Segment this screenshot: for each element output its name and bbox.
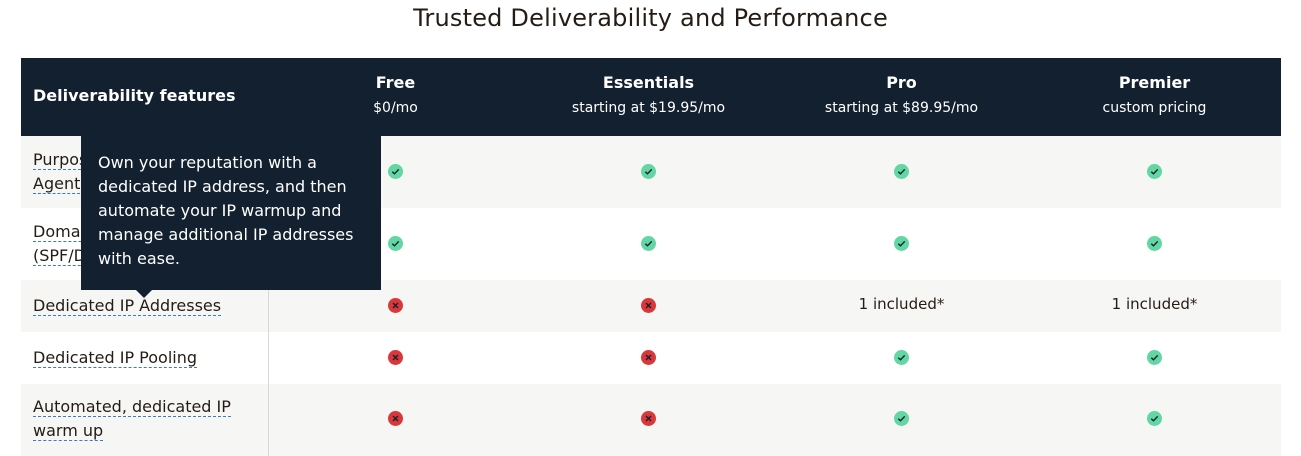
- check-circle-icon: [894, 350, 909, 365]
- check-circle-icon: [1147, 236, 1162, 251]
- check-circle-icon: [1147, 164, 1162, 179]
- cell-premier: 1 included*: [1111, 295, 1198, 313]
- cell-free: [269, 409, 522, 427]
- plan-price: starting at $89.95/mo: [824, 100, 979, 116]
- feature-label-automated-ip-warmup[interactable]: Automated, dedicated IP warm up: [33, 395, 263, 443]
- cell-essentials: [522, 162, 775, 180]
- check-circle-icon: [641, 236, 656, 251]
- plan-price: custom pricing: [1102, 100, 1207, 116]
- cell-premier: [1028, 162, 1281, 180]
- feature-label-line[interactable]: warm up: [33, 421, 104, 441]
- cell-essentials: [522, 409, 775, 427]
- column-divider: [268, 332, 269, 384]
- cell-pro: [775, 348, 1028, 366]
- table-row: Automated, dedicated IP warm up: [21, 384, 1281, 456]
- cell-free: [269, 296, 522, 314]
- check-circle-icon: [1147, 411, 1162, 426]
- cell-premier: [1028, 348, 1281, 366]
- feature-tooltip: Own your reputation with a dedicated IP …: [81, 136, 381, 290]
- feature-label-line[interactable]: Dedicated IP Pooling: [33, 348, 198, 368]
- cell-free: [269, 234, 522, 252]
- plan-header-premier: Premier custom pricing: [1028, 73, 1281, 116]
- feature-label-line[interactable]: Dedicated IP Addresses: [33, 296, 222, 316]
- cell-premier: [1028, 409, 1281, 427]
- cell-essentials: [522, 348, 775, 366]
- cell-essentials: [522, 234, 775, 252]
- x-circle-icon: [388, 298, 403, 313]
- feature-label-line[interactable]: Automated, dedicated IP: [33, 397, 231, 417]
- x-circle-icon: [388, 411, 403, 426]
- feature-column-header: Deliverability features: [33, 86, 236, 105]
- check-circle-icon: [894, 164, 909, 179]
- plan-name: Essentials: [602, 73, 695, 92]
- table-row: Dedicated IP Pooling: [21, 332, 1281, 384]
- cell-free: [269, 348, 522, 366]
- plan-price: $0/mo: [373, 100, 418, 116]
- tooltip-arrow: [136, 290, 152, 298]
- table-header: Deliverability features Free $0/mo Essen…: [21, 58, 1281, 136]
- cell-pro: [775, 162, 1028, 180]
- column-divider: [268, 384, 269, 456]
- plan-name: Free: [375, 73, 416, 92]
- check-circle-icon: [894, 411, 909, 426]
- plan-price: starting at $19.95/mo: [571, 100, 726, 116]
- cell-pro: 1 included*: [858, 295, 945, 313]
- plan-header-pro: Pro starting at $89.95/mo: [775, 73, 1028, 116]
- check-circle-icon: [388, 236, 403, 251]
- check-circle-icon: [894, 236, 909, 251]
- plan-header-essentials: Essentials starting at $19.95/mo: [522, 73, 775, 116]
- feature-label-line[interactable]: Agent: [33, 174, 81, 194]
- x-circle-icon: [641, 350, 656, 365]
- plan-name: Pro: [886, 73, 917, 92]
- page-title: Trusted Deliverability and Performance: [413, 4, 888, 32]
- plan-name: Premier: [1118, 73, 1191, 92]
- column-divider: [268, 280, 269, 332]
- check-circle-icon: [1147, 350, 1162, 365]
- feature-label-dedicated-ip-addresses[interactable]: Dedicated IP Addresses: [33, 294, 263, 318]
- cell-free: [269, 162, 522, 180]
- feature-label-dedicated-ip-pooling[interactable]: Dedicated IP Pooling: [33, 346, 263, 370]
- check-circle-icon: [641, 164, 656, 179]
- cell-pro: [775, 409, 1028, 427]
- x-circle-icon: [388, 350, 403, 365]
- cell-essentials: [522, 296, 775, 314]
- cell-pro: [775, 234, 1028, 252]
- check-circle-icon: [388, 164, 403, 179]
- x-circle-icon: [641, 298, 656, 313]
- cell-premier: [1028, 234, 1281, 252]
- plan-header-free: Free $0/mo: [269, 73, 522, 116]
- x-circle-icon: [641, 411, 656, 426]
